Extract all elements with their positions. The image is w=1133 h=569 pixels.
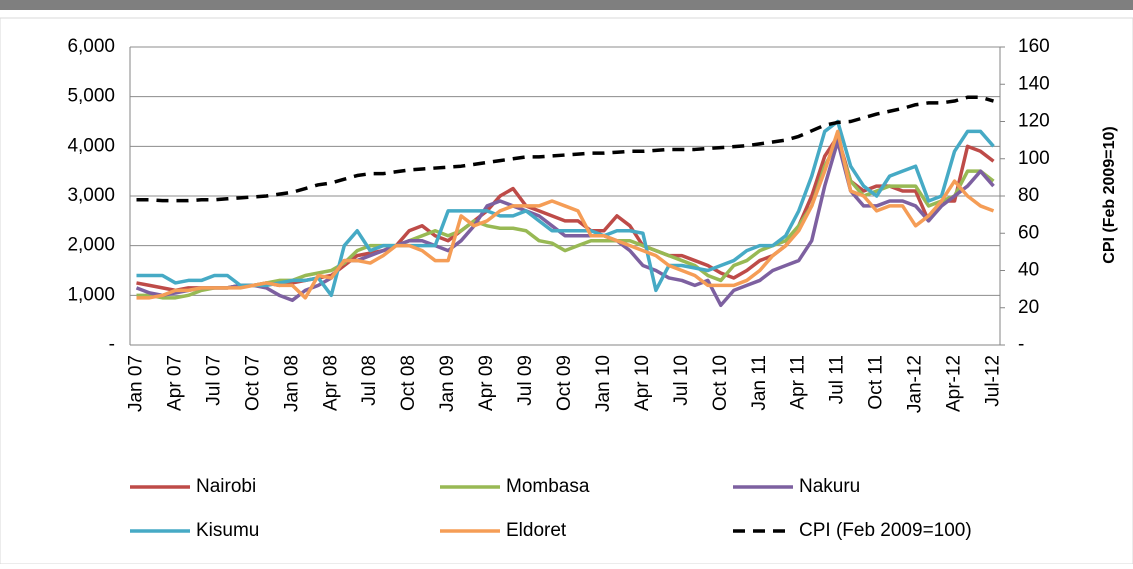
x-tick-label: Jul 11 (827, 355, 848, 404)
series-line (136, 119, 995, 298)
series-line (136, 134, 995, 293)
x-tick-label: Oct 09 (554, 355, 575, 411)
legend-label: Eldoret (506, 520, 567, 541)
x-tick-label: Jul 10 (671, 355, 692, 406)
x-tick-label: Jan 08 (281, 355, 302, 412)
series-line (135, 139, 995, 308)
y-tick-label: 2,000 (67, 235, 115, 256)
x-tick-label: Apr 09 (476, 355, 497, 411)
series-line (136, 139, 995, 300)
x-tick-label: Oct 11 (866, 355, 887, 410)
x-tick-label: Jan 10 (593, 355, 614, 412)
y2-tick-label: 80 (1018, 185, 1039, 206)
x-tick-label: Jul 08 (359, 355, 380, 406)
y-tick-label: 1,000 (67, 284, 115, 305)
x-tick-label: Jul 07 (203, 355, 224, 406)
x-tick-label: Oct 10 (710, 355, 731, 411)
y2-tick-label: 120 (1018, 111, 1050, 132)
x-tick-label: Jan 07 (126, 355, 147, 412)
x-tick-label: Oct 07 (242, 355, 263, 411)
x-tick-label: Apr 10 (632, 355, 653, 411)
y2-tick-label: 40 (1018, 260, 1039, 281)
x-tick-label: Jan 09 (437, 355, 458, 412)
legend-label: Nairobi (196, 476, 256, 497)
x-tick-label: Jan 11 (749, 355, 770, 411)
y-tick-label: - (109, 334, 115, 355)
y-tick-label: 4,000 (67, 135, 115, 156)
y2-tick-label: 160 (1018, 36, 1050, 57)
y2-tick-label: 20 (1018, 297, 1039, 318)
x-tick-label: Oct 08 (398, 355, 419, 411)
legend-label: CPI (Feb 2009=100) (799, 520, 972, 541)
x-tick-label: Apr 11 (788, 355, 809, 410)
y-tick-label: 3,000 (67, 185, 115, 206)
x-tick-label: Apr 07 (164, 355, 185, 411)
y-tick-label: 6,000 (67, 36, 115, 57)
x-tick-label: Jul-12 (983, 355, 1004, 407)
legend-label: Nakuru (799, 476, 860, 497)
x-tick-label: Jan-12 (905, 355, 926, 413)
series-line (136, 95, 994, 203)
x-tick-label: Jul 09 (515, 355, 536, 406)
y2-tick-label: 100 (1018, 148, 1050, 169)
x-tick-label: Apr-12 (944, 355, 965, 412)
frame-bar (0, 0, 1133, 10)
series-line (136, 129, 995, 300)
y2-axis-label: CPI (Feb 2009=10) (1101, 126, 1118, 263)
legend-label: Mombasa (506, 476, 590, 497)
y2-tick-label: - (1018, 334, 1024, 355)
legend-label: Kisumu (196, 520, 259, 541)
y2-tick-label: 140 (1018, 73, 1050, 94)
y-tick-label: 5,000 (67, 86, 115, 107)
y2-tick-label: 60 (1018, 222, 1039, 243)
x-tick-label: Apr 08 (320, 355, 341, 411)
